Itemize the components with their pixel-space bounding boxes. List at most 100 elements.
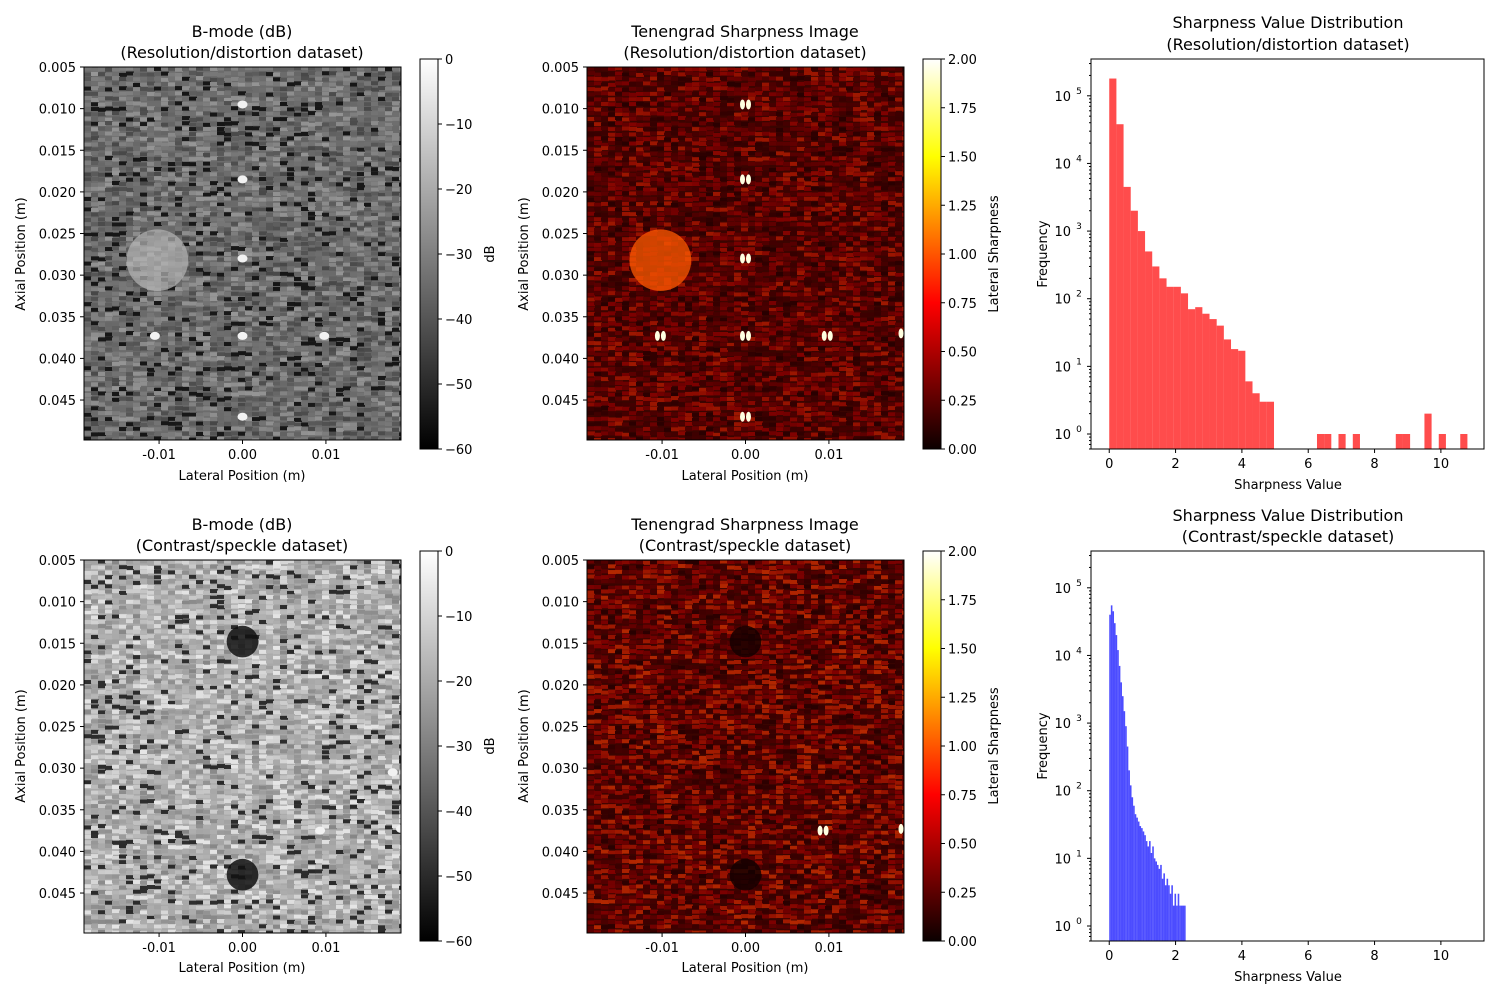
x-tick-label: -0.01 (142, 448, 176, 463)
y-tick-label: 0.045 (542, 887, 579, 902)
histogram-bar (1123, 711, 1126, 941)
point-target (149, 331, 160, 340)
colorbar-tick-label: 2.00 (948, 545, 977, 560)
y-tick-label: 0.045 (39, 394, 76, 409)
colorbar-tick-label: 1.00 (948, 740, 977, 755)
y-tick-label: 0.020 (39, 186, 76, 201)
point-target (237, 412, 248, 421)
histogram-bar (1324, 433, 1332, 449)
y-tick-label: 10 (1054, 90, 1071, 105)
speckle-texture (587, 560, 904, 933)
y-tick-label: 10 (1054, 649, 1071, 664)
point-target (740, 330, 751, 341)
point-target (237, 254, 248, 263)
y-tick-label: 10 (1054, 428, 1071, 443)
histogram-bar (1137, 231, 1146, 449)
y-axis-label: Axial Position (m) (14, 689, 29, 802)
histogram-bars (1109, 78, 1468, 450)
y-axis-label: Axial Position (m) (14, 197, 29, 310)
y-tick-label: 0.010 (542, 596, 579, 611)
histogram-bar (1130, 210, 1138, 449)
y-tick-label: 10 (1054, 360, 1071, 375)
histogram-bars (1109, 605, 1186, 941)
y-tick-label: 0.040 (542, 845, 579, 860)
histogram-bar (1150, 852, 1153, 941)
colorbar-gradient (922, 550, 942, 942)
point-target (898, 823, 904, 834)
histogram-bar (1238, 350, 1246, 449)
y-tick-label: 10 (1054, 852, 1071, 867)
histogram-bar (1117, 650, 1119, 941)
histogram-bar (1133, 805, 1135, 941)
y-tick-exponent: 2 (1076, 290, 1082, 300)
colorbar: 0 −10 −20 −30 −40 −50 −60 (419, 53, 472, 458)
histogram-bar (1136, 817, 1138, 941)
chart-title: B-mode (dB) (192, 515, 293, 534)
chart-subtitle: (Contrast/speckle dataset) (1182, 527, 1395, 546)
chart-subtitle: (Resolution/distortion dataset) (1166, 35, 1409, 54)
y-tick-label: 0.035 (39, 311, 76, 326)
x-tick-label: 2 (1171, 457, 1179, 472)
colorbar-tick-label: 1.50 (948, 643, 977, 658)
histogram-bar (1128, 770, 1130, 941)
colorbar-tick-label: 2.00 (948, 53, 977, 68)
inclusion-dark (226, 625, 259, 658)
speckle-texture (84, 67, 401, 440)
colorbar-label: dB (483, 737, 498, 754)
y-tick-label: 0.005 (542, 61, 579, 76)
y-tick-label: 10 (1054, 293, 1071, 308)
y-tick-label: 0.015 (39, 637, 76, 652)
y-tick-label: 0.040 (542, 352, 579, 367)
chart-title: Tenengrad Sharpness Image (630, 515, 859, 534)
x-axis-label: Sharpness Value (1234, 478, 1342, 493)
y-tick-exponent: 2 (1076, 782, 1082, 792)
x-tick-label: 0.00 (228, 448, 257, 463)
histogram-bar (1109, 614, 1111, 941)
y-tick-label: 0.010 (39, 103, 76, 118)
y-tick-label: 0.010 (542, 103, 579, 118)
histogram-bar (1169, 893, 1172, 941)
colorbar-tick-label: 1.50 (948, 151, 977, 166)
point-target (237, 175, 248, 184)
histogram-bar (1172, 905, 1175, 941)
colorbar: 0 −10 −20 −30 −40 −50 −60 (419, 545, 472, 950)
colorbar-tick-label: 0.50 (948, 838, 977, 853)
histogram-bar (1266, 401, 1275, 449)
point-target (387, 768, 398, 777)
colorbar-tick-label: −50 (445, 378, 472, 393)
histogram-bar (1152, 266, 1160, 449)
histogram-bar (1180, 293, 1189, 449)
histogram-bar (1259, 401, 1267, 449)
chart-panel-histogram-contrast: Sharpness Value Distribution (Contrast/s… (1036, 506, 1485, 985)
histogram-bar (1149, 841, 1151, 941)
colorbar-tick-label: 0 (445, 53, 453, 68)
y-tick-label: 0.030 (39, 269, 76, 284)
y-tick-label: 0.045 (542, 394, 579, 409)
y-tick-exponent: 5 (1076, 579, 1082, 589)
histogram-bar (1159, 278, 1167, 449)
colorbar-tick-label: −50 (445, 870, 472, 885)
point-target (654, 330, 666, 341)
point-target (315, 826, 326, 835)
histogram-bar (1123, 186, 1131, 449)
x-tick-label: -0.01 (645, 448, 679, 463)
x-tick-label: 2 (1171, 949, 1179, 964)
y-tick-exponent: 4 (1076, 646, 1082, 656)
chart-panel-sharpness-resolution: Tenengrad Sharpness Image (Resolution/di… (517, 22, 1002, 484)
histogram-bar (1134, 814, 1137, 941)
x-tick-label: 6 (1304, 949, 1312, 964)
chart-title: Sharpness Value Distribution (1173, 13, 1404, 32)
chart-subtitle: (Resolution/distortion dataset) (120, 43, 363, 62)
histogram-bar (1424, 413, 1432, 449)
point-target (740, 99, 751, 110)
colorbar-tick-label: −20 (445, 183, 472, 198)
histogram-bar (1114, 623, 1116, 941)
chart-panel-bmode-contrast: B-mode (dB) (Contrast/speckle dataset) -… (14, 515, 498, 976)
y-tick-label: 0.020 (542, 679, 579, 694)
y-tick-label: 0.020 (542, 186, 579, 201)
point-target (396, 824, 401, 833)
y-axis-label: Frequency (1036, 220, 1051, 287)
y-tick-label: 0.005 (39, 554, 76, 569)
colorbar-gradient (922, 58, 942, 450)
histogram-bar (1316, 433, 1325, 449)
